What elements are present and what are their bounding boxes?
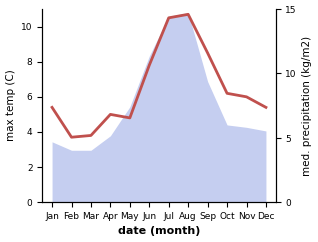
X-axis label: date (month): date (month): [118, 227, 200, 236]
Y-axis label: med. precipitation (kg/m2): med. precipitation (kg/m2): [302, 36, 313, 176]
Y-axis label: max temp (C): max temp (C): [5, 70, 16, 142]
